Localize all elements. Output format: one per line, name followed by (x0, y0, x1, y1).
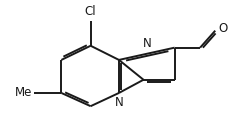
Text: Me: Me (15, 86, 32, 99)
Text: N: N (142, 37, 151, 50)
Text: Cl: Cl (85, 5, 97, 18)
Text: O: O (218, 22, 227, 35)
Text: N: N (114, 96, 123, 109)
